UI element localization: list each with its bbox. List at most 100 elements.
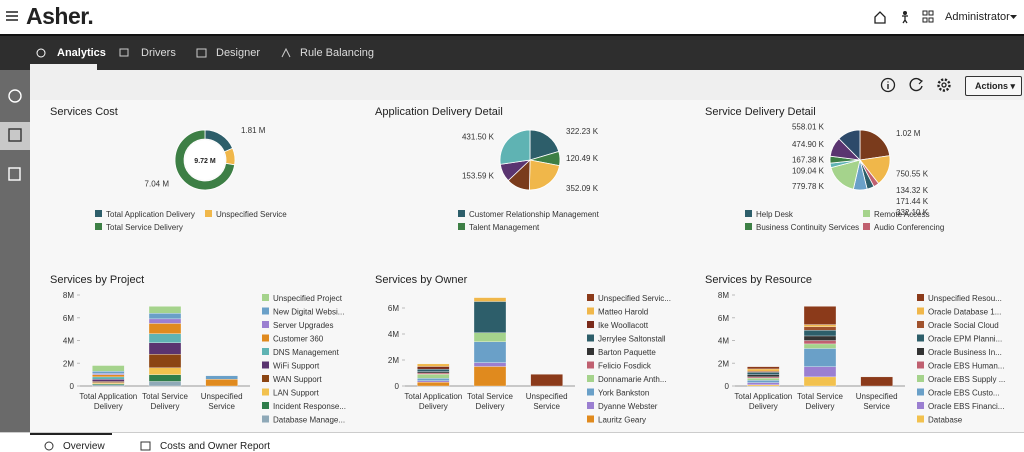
legend-swatch	[917, 307, 924, 315]
legend-label: Ike Woollacott	[598, 321, 649, 330]
legend-label: Database Manage...	[273, 416, 345, 425]
nav-tab[interactable]: Analytics	[57, 47, 106, 59]
legend-label: Business Continuity Services	[756, 223, 859, 232]
pie-slice	[529, 159, 560, 191]
bar-segment	[148, 333, 182, 343]
bar-segment	[473, 341, 507, 363]
pie-slice	[838, 129, 861, 161]
sidebar-selected	[0, 122, 30, 150]
legend-swatch	[917, 415, 924, 423]
bar-segment	[747, 384, 780, 387]
bottom-tab[interactable]: Overview	[63, 441, 105, 452]
legend-swatch	[262, 375, 269, 382]
bar-segment	[747, 374, 780, 378]
nav-icons	[36, 47, 291, 58]
slice-label: 779.78 K	[792, 182, 825, 191]
legend-swatch	[262, 415, 269, 423]
slice-label: 352.09 K	[566, 184, 599, 193]
pie-slice	[174, 129, 236, 191]
legend-label: WAN Support	[273, 375, 322, 384]
nav-tab[interactable]: Drivers	[141, 47, 176, 59]
bottom-tab[interactable]: Costs and Owner Report	[160, 441, 271, 452]
bar-segment	[417, 380, 450, 383]
legend-swatch	[587, 361, 594, 369]
panel-title: Services Cost	[50, 106, 118, 118]
legend-swatch	[458, 223, 465, 230]
donut-hole	[185, 140, 225, 180]
x-tick-label: Total Application Delivery	[404, 392, 463, 411]
bar-segment	[803, 335, 837, 341]
active-bottom-indicator	[30, 433, 112, 435]
bar-segment	[148, 342, 182, 355]
bar-segment	[92, 383, 125, 386]
slice-label: 153.59 K	[462, 172, 495, 181]
bar-segment	[92, 373, 125, 375]
x-tick-label: Unspecified Service	[200, 392, 243, 411]
slice-label: 558.01 K	[792, 123, 825, 132]
y-tick-label: 0	[725, 382, 730, 391]
x-tick-label: Total Service Delivery	[142, 392, 188, 411]
bar-segment	[205, 375, 238, 380]
actions-button[interactable]: Actions ▾	[965, 76, 1022, 96]
bar-segment	[803, 348, 837, 367]
bar-segment	[92, 382, 125, 384]
legend-swatch	[745, 210, 752, 217]
sidebar-icons[interactable]	[7, 88, 23, 188]
legend-label: Unspecified Resou...	[928, 294, 1002, 303]
y-tick-label: 0	[70, 382, 75, 391]
legend-swatch	[262, 402, 269, 409]
nav-tab[interactable]: Designer	[216, 47, 261, 59]
legend-swatch	[917, 388, 924, 396]
slice-label: 431.50 K	[462, 132, 495, 141]
bar-segment	[473, 362, 507, 367]
bar-segment	[417, 374, 450, 379]
logo: Asher.	[26, 3, 94, 29]
legend-label: Total Service Delivery	[106, 223, 183, 232]
bar-segment	[148, 318, 182, 324]
header-icons[interactable]	[873, 10, 935, 24]
x-tick-label: Total Application Delivery	[734, 392, 793, 411]
legend-label: Talent Management	[469, 223, 540, 232]
legend-swatch	[587, 334, 594, 342]
bar-segment	[92, 379, 125, 382]
legend-label: Oracle Social Cloud	[928, 321, 999, 330]
slice-label: 322.23 K	[566, 127, 599, 136]
bar-segment	[92, 371, 125, 374]
toolbar-icons[interactable]	[880, 77, 952, 93]
bar-segment	[803, 326, 837, 331]
legend-swatch	[95, 210, 102, 217]
panel-title: Application Delivery Detail	[375, 106, 503, 118]
bar-segment	[148, 374, 182, 382]
legend-swatch	[917, 402, 924, 409]
legend-swatch	[917, 361, 924, 369]
active-tab-indicator	[30, 64, 97, 70]
user-menu[interactable]: Administrator	[945, 11, 1010, 23]
menu-icon[interactable]	[6, 11, 18, 21]
slice-label: 750.55 K	[896, 169, 929, 178]
y-tick-label: 6M	[388, 304, 399, 313]
slice-label: 120.49 K	[566, 154, 599, 163]
bar-segment	[803, 376, 837, 387]
bar-segment	[860, 376, 893, 387]
bar-segment	[803, 330, 837, 337]
legend-swatch	[262, 307, 269, 315]
caret	[1010, 15, 1017, 19]
panel-title: Services by Resource	[705, 274, 812, 286]
pie-slice	[859, 129, 891, 161]
panel-title: Service Delivery Detail	[705, 106, 816, 118]
bar-segment	[803, 343, 837, 349]
pie-slice	[499, 129, 531, 165]
bar-segment	[148, 381, 182, 387]
legend-swatch	[917, 321, 924, 328]
bar-segment	[92, 365, 125, 372]
legend-swatch	[95, 223, 102, 230]
legend-label: Oracle Business In...	[928, 348, 1002, 357]
legend-label: Unspecified Project	[273, 294, 343, 303]
legend-label: Oracle EBS Human...	[928, 362, 1004, 371]
legend-label: DNS Management	[273, 348, 340, 357]
bar-segment	[148, 306, 182, 314]
y-tick-label: 0	[395, 382, 400, 391]
nav-tab[interactable]: Rule Balancing	[300, 47, 374, 59]
legend-label: Oracle EPM Planni...	[928, 335, 1002, 344]
y-tick-label: 8M	[718, 291, 729, 300]
